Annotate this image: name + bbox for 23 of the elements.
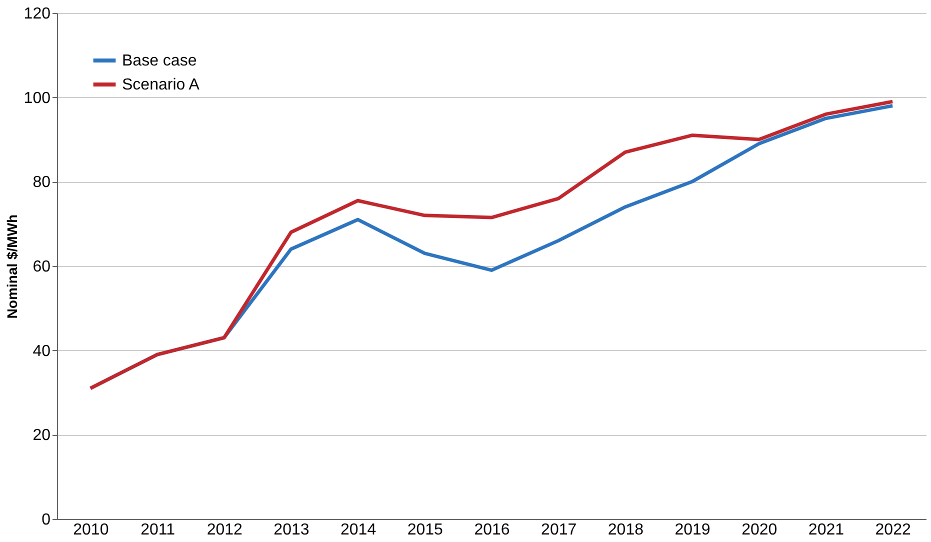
x-tick-label: 2022 [875, 522, 911, 538]
y-tick-label: 40 [32, 342, 51, 360]
legend-label: Base case [122, 52, 197, 70]
x-tick-label: 2012 [206, 522, 243, 538]
y-tick-label: 0 [42, 512, 51, 528]
x-tick-label: 2014 [340, 522, 376, 538]
legend-label: Scenario A [122, 76, 200, 94]
x-tick-label: 2021 [808, 522, 844, 538]
x-tick-label: 2013 [274, 522, 310, 538]
x-tick-label: 2010 [73, 522, 109, 538]
y-tick-label: 80 [32, 174, 51, 192]
y-tick-label: 60 [32, 258, 51, 276]
y-tick-label: 120 [24, 6, 51, 22]
y-tick-label: 100 [24, 90, 51, 107]
x-tick-label: 2016 [474, 522, 510, 538]
y-tick-label: 20 [32, 427, 51, 444]
y-axis-title: Nominal $/MWh [4, 214, 20, 319]
x-tick-label: 2018 [608, 522, 644, 538]
x-tick-label: 2020 [742, 522, 778, 538]
x-tick-label: 2019 [674, 522, 710, 538]
x-tick-label: 2017 [541, 522, 577, 538]
x-tick-label: 2015 [407, 522, 444, 538]
x-tick-label: 2011 [140, 522, 176, 538]
